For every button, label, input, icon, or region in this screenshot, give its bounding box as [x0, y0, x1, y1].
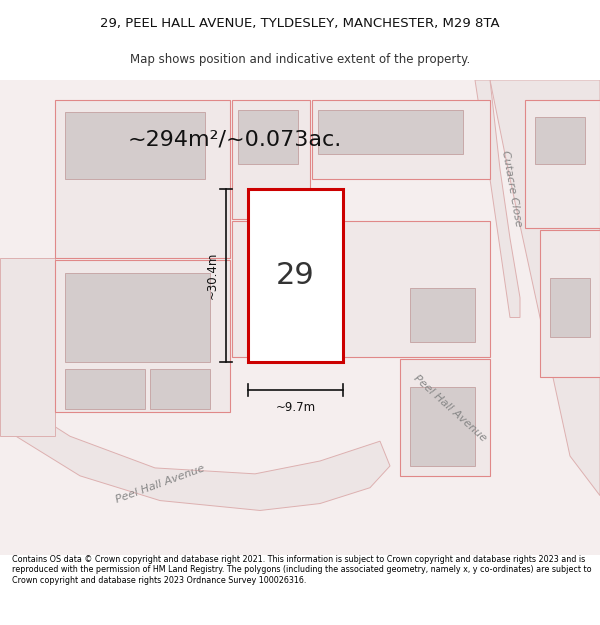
Bar	[65, 369, 145, 409]
Text: ~9.7m: ~9.7m	[275, 401, 316, 414]
Text: 29, PEEL HALL AVENUE, TYLDESLEY, MANCHESTER, M29 8TA: 29, PEEL HALL AVENUE, TYLDESLEY, MANCHES…	[100, 18, 500, 31]
Polygon shape	[55, 260, 230, 411]
Bar	[410, 288, 475, 342]
Text: Peel Hall Avenue: Peel Hall Avenue	[114, 463, 206, 504]
Bar	[65, 112, 205, 179]
Polygon shape	[400, 359, 490, 476]
Polygon shape	[0, 392, 390, 511]
Text: 29: 29	[276, 261, 315, 290]
Bar	[65, 273, 210, 362]
Polygon shape	[540, 231, 600, 377]
Polygon shape	[312, 100, 490, 179]
Text: ~294m²/~0.073ac.: ~294m²/~0.073ac.	[128, 129, 342, 149]
Text: Peel Hall Avenue: Peel Hall Avenue	[412, 373, 488, 444]
Text: Map shows position and indicative extent of the property.: Map shows position and indicative extent…	[130, 54, 470, 66]
Polygon shape	[490, 80, 600, 496]
Text: ~30.4m: ~30.4m	[205, 252, 218, 299]
Bar	[0, 258, 55, 436]
Bar	[150, 369, 210, 409]
Bar	[248, 189, 343, 362]
Polygon shape	[475, 80, 520, 318]
Bar	[550, 278, 590, 338]
Bar	[238, 110, 298, 164]
Text: Contains OS data © Crown copyright and database right 2021. This information is : Contains OS data © Crown copyright and d…	[12, 555, 592, 585]
Bar	[535, 117, 585, 164]
Bar	[410, 387, 475, 466]
Text: Cutacre Close: Cutacre Close	[500, 150, 524, 228]
Polygon shape	[232, 100, 310, 219]
Polygon shape	[232, 221, 490, 357]
Polygon shape	[525, 100, 600, 228]
Bar	[318, 110, 463, 154]
Polygon shape	[55, 100, 230, 258]
